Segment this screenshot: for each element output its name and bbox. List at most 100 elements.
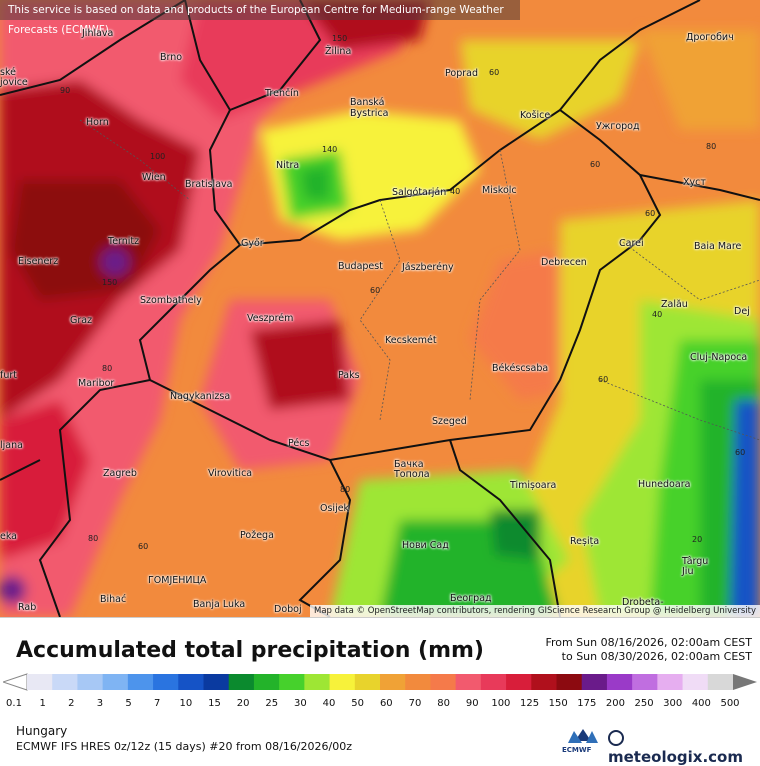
- city-label: Debrecen: [541, 257, 587, 268]
- city-label: Нови Сад: [402, 540, 449, 551]
- city-label: Ternitz: [108, 236, 140, 247]
- scale-tick-label: 1: [39, 698, 46, 709]
- city-label: Virovitica: [208, 468, 253, 479]
- city-label: Doboj: [274, 604, 302, 615]
- scale-tick-label: 10: [179, 698, 193, 709]
- city-label: Miskolc: [482, 185, 517, 196]
- scale-tick-label: 125: [519, 698, 540, 709]
- scale-swatch: [455, 674, 482, 690]
- model-info: ECMWF IFS HRES 0z/12z (15 days) #20 from…: [16, 740, 352, 753]
- contour-label: 80: [102, 364, 113, 373]
- scale-swatch: [380, 674, 406, 690]
- precip-field: [0, 0, 760, 617]
- city-label: Békéscsaba: [492, 363, 549, 374]
- scale-swatch: [556, 674, 583, 690]
- scale-swatch: [178, 674, 204, 690]
- scale-swatch: [581, 674, 608, 690]
- city-label: Târgu Jiu: [682, 556, 709, 577]
- region-name: Hungary: [16, 724, 68, 738]
- scale-arrow-left: [3, 673, 28, 691]
- city-label: Dej: [734, 306, 750, 317]
- contour-label: 60: [138, 542, 149, 551]
- scale-swatch: [606, 674, 633, 690]
- scale-swatch: [27, 674, 53, 690]
- city-label: Jászberény: [402, 262, 454, 273]
- legend-panel: Accumulated total precipitation (mm) Fro…: [0, 617, 760, 766]
- contour-label: 80: [706, 142, 717, 151]
- city-label: Brno: [160, 52, 183, 63]
- scale-tick-label: 15: [208, 698, 221, 709]
- city-label: Дрогобич: [686, 32, 734, 43]
- brand-globe-icon: [608, 730, 624, 746]
- date-to: to Sun 08/30/2026, 02:00am CEST: [561, 650, 752, 663]
- contour-label: 20: [692, 535, 703, 544]
- city-label: Horn: [86, 117, 109, 128]
- scale-swatch: [531, 674, 557, 690]
- scale-swatch: [480, 674, 507, 690]
- city-label: Salgótarján: [392, 187, 447, 198]
- scale-swatch: [405, 674, 431, 690]
- contour-label: 60: [598, 375, 609, 384]
- contour-label: 80: [88, 534, 99, 543]
- city-label: Zagreb: [103, 468, 137, 479]
- scale-tick-label: 80: [437, 698, 450, 709]
- date-from: From Sun 08/16/2026, 02:00am CEST: [545, 636, 752, 649]
- scale-tick-label: 100: [491, 698, 511, 709]
- city-label: Maribor: [78, 378, 115, 389]
- scale-swatch: [253, 674, 280, 690]
- contour-label: 60: [590, 160, 601, 169]
- data-notice: This service is based on data and produc…: [0, 0, 520, 36]
- city-label: Banská Bystrica: [350, 97, 389, 119]
- city-label: Zalău: [661, 299, 688, 310]
- city-label: Budapest: [338, 261, 383, 272]
- scale-tick-label: 50: [351, 698, 365, 709]
- contour-label: 60: [489, 68, 500, 77]
- city-label: Bihać: [100, 594, 127, 605]
- contour-label: 40: [652, 310, 663, 319]
- city-label: Nitra: [276, 160, 300, 171]
- city-label: Banja Luka: [193, 599, 246, 610]
- scale-tick-label: 300: [663, 698, 683, 709]
- city-label: Nagykanizsa: [170, 391, 231, 402]
- scale-swatch: [127, 674, 154, 690]
- scale-swatch: [657, 674, 684, 690]
- city-label: ГОМЈЕНИЦА: [148, 575, 207, 586]
- precipitation-map[interactable]: This service is based on data and produc…: [0, 0, 760, 617]
- city-label: Wien: [142, 172, 166, 183]
- ecmwf-label: ECMWF: [562, 746, 592, 754]
- city-label: ljana: [0, 440, 23, 451]
- city-label: Trenčín: [265, 88, 299, 99]
- city-label: Szombathely: [140, 295, 202, 306]
- date-range: From Sun 08/16/2026, 02:00am CEST to Sun…: [545, 636, 752, 664]
- scale-swatch: [304, 674, 331, 690]
- city-label: Reșița: [570, 536, 600, 547]
- contour-label: 100: [150, 152, 166, 161]
- contour-label: 60: [645, 209, 656, 218]
- scale-tick-label: 150: [548, 698, 568, 709]
- city-label: Osijek: [320, 503, 350, 514]
- contour-label: 150: [332, 34, 348, 43]
- scale-swatch: [52, 674, 78, 690]
- meteologix-logo[interactable]: meteologix.com: [608, 730, 760, 766]
- city-label: ské jovice: [0, 67, 28, 88]
- city-label: Drobeta-: [622, 597, 664, 608]
- city-label: Győr: [241, 238, 264, 249]
- scale-tick-label: 0.1: [6, 698, 22, 709]
- map-attribution: Map data © OpenStreetMap contributors, r…: [310, 605, 760, 617]
- city-label: eka: [0, 531, 18, 542]
- scale-tick-label: 250: [634, 698, 654, 709]
- scale-tick-label: 70: [408, 698, 422, 709]
- scale-swatch: [506, 674, 532, 690]
- city-label: Cluj-Napoca: [690, 352, 748, 363]
- ecmwf-logo: [568, 729, 598, 743]
- scale-swatch: [153, 674, 179, 690]
- scale-swatch: [632, 674, 658, 690]
- city-label: Žilina: [325, 46, 352, 57]
- scale-swatch: [682, 674, 709, 690]
- contour-label: 150: [102, 278, 118, 287]
- city-label: Poprad: [445, 68, 478, 79]
- scale-tick-label: 7: [154, 698, 161, 709]
- city-label: Kecskemét: [385, 335, 437, 346]
- scale-swatch: [430, 674, 457, 690]
- scale-tick-label: 400: [691, 698, 711, 709]
